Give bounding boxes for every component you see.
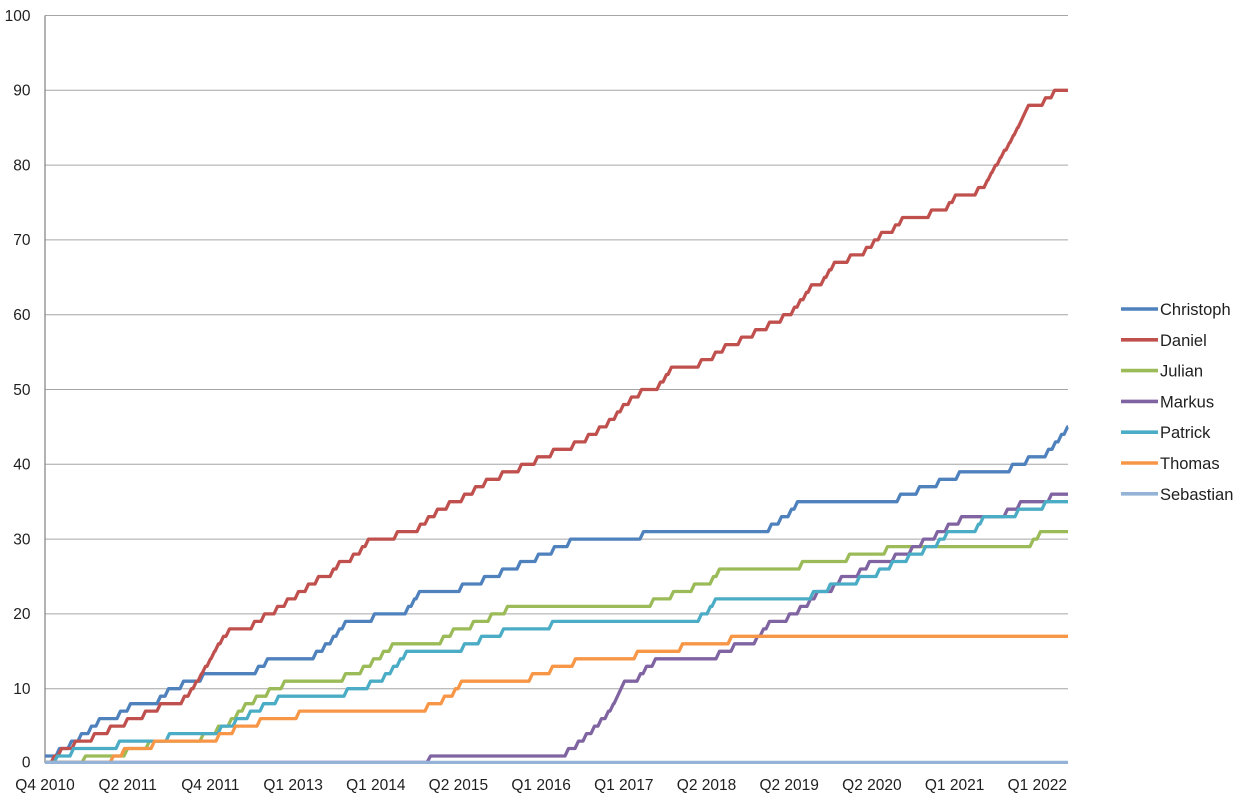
svg-text:30: 30: [13, 531, 31, 548]
svg-text:Q2 2015: Q2 2015: [429, 777, 488, 794]
svg-text:60: 60: [13, 307, 31, 324]
svg-text:Q1 2013: Q1 2013: [263, 777, 322, 794]
svg-text:70: 70: [13, 232, 31, 249]
svg-text:Q1 2014: Q1 2014: [346, 777, 406, 794]
svg-text:Q2 2019: Q2 2019: [759, 777, 818, 794]
svg-text:Q4 2010: Q4 2010: [15, 777, 75, 794]
svg-text:Christoph: Christoph: [1160, 301, 1231, 319]
svg-text:Q2 2020: Q2 2020: [842, 777, 902, 794]
svg-text:Q1 2017: Q1 2017: [594, 777, 653, 794]
svg-text:80: 80: [13, 157, 31, 174]
svg-text:Sebastian: Sebastian: [1160, 486, 1233, 504]
svg-text:Q1 2016: Q1 2016: [511, 777, 570, 794]
svg-text:100: 100: [5, 8, 31, 25]
svg-text:Q1 2022: Q1 2022: [1008, 777, 1067, 794]
svg-text:Julian: Julian: [1160, 363, 1203, 381]
svg-text:Markus: Markus: [1160, 393, 1214, 411]
svg-text:90: 90: [13, 83, 31, 100]
svg-text:Patrick: Patrick: [1160, 424, 1211, 442]
svg-text:50: 50: [13, 382, 31, 399]
svg-text:10: 10: [13, 681, 31, 698]
svg-text:Q2 2018: Q2 2018: [677, 777, 736, 794]
svg-text:0: 0: [22, 755, 31, 772]
svg-text:Q2 2011: Q2 2011: [99, 777, 157, 794]
svg-text:Q1 2021: Q1 2021: [925, 777, 984, 794]
svg-text:20: 20: [13, 606, 31, 623]
svg-text:Daniel: Daniel: [1160, 332, 1207, 350]
svg-text:Q4 2011: Q4 2011: [181, 777, 239, 794]
svg-text:Thomas: Thomas: [1160, 455, 1220, 473]
svg-text:40: 40: [13, 457, 31, 474]
